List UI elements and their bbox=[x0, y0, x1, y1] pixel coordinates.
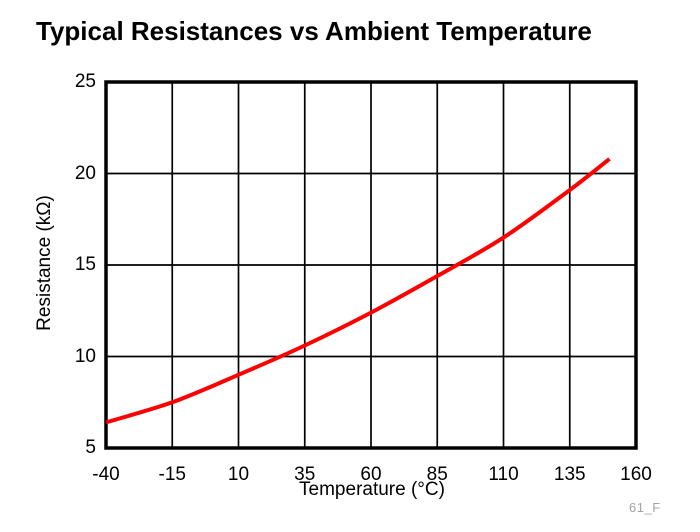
x-tick-label--15: -15 bbox=[158, 464, 186, 485]
x-tick-label-35: 35 bbox=[294, 464, 316, 485]
x-tick-label-60: 60 bbox=[360, 464, 382, 485]
x-tick-label-10: 10 bbox=[227, 464, 250, 485]
chart-title: Typical Resistances vs Ambient Temperatu… bbox=[36, 16, 592, 46]
x-tick-label-160: 160 bbox=[620, 464, 652, 485]
y-tick-label-10: 10 bbox=[74, 345, 96, 367]
x-tick-label-110: 110 bbox=[488, 464, 519, 485]
figure-number: 61_F bbox=[629, 500, 661, 515]
resistance-curve bbox=[105, 157, 611, 425]
x-tick-label-135: 135 bbox=[553, 464, 586, 485]
y-tick-label-15: 15 bbox=[74, 254, 96, 275]
plot-frame bbox=[104, 80, 638, 450]
x-tick-label-85: 85 bbox=[426, 464, 448, 485]
y-tick-label-5: 5 bbox=[85, 437, 96, 458]
grid-lines bbox=[106, 82, 636, 448]
y-axis-label: Resistance (kΩ) bbox=[34, 195, 55, 331]
x-tick-label--40: -40 bbox=[92, 464, 120, 485]
y-tick-label-20: 20 bbox=[74, 162, 96, 184]
x-axis-label: Temperature (°C) bbox=[299, 479, 445, 500]
y-tick-label-25: 25 bbox=[74, 71, 96, 92]
